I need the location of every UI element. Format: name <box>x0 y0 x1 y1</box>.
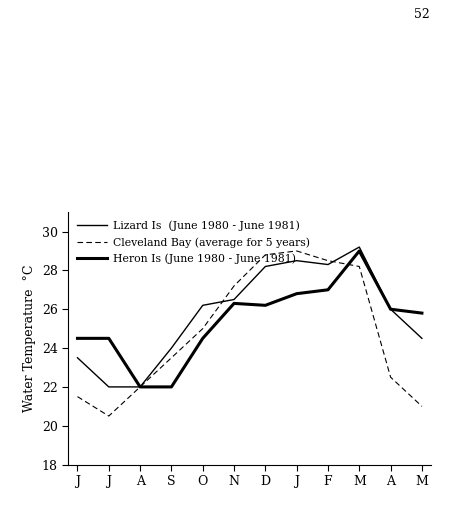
Lizard Is  (June 1980 - June 1981) <box>419 335 424 341</box>
Heron Is (June 1980 - June 1981) <box>138 384 143 390</box>
Y-axis label: Water Temperature  °C: Water Temperature °C <box>23 265 36 412</box>
Heron Is (June 1980 - June 1981) <box>325 287 331 293</box>
Heron Is (June 1980 - June 1981) <box>294 291 299 297</box>
Heron Is (June 1980 - June 1981) <box>169 384 174 390</box>
Lizard Is  (June 1980 - June 1981) <box>325 262 331 268</box>
Lizard Is  (June 1980 - June 1981) <box>169 345 174 351</box>
Cleveland Bay (average for 5 years) <box>75 393 80 399</box>
Lizard Is  (June 1980 - June 1981) <box>356 244 362 250</box>
Lizard Is  (June 1980 - June 1981) <box>106 384 112 390</box>
Lizard Is  (June 1980 - June 1981) <box>200 302 206 309</box>
Cleveland Bay (average for 5 years) <box>169 355 174 361</box>
Line: Lizard Is  (June 1980 - June 1981): Lizard Is (June 1980 - June 1981) <box>78 247 422 387</box>
Heron Is (June 1980 - June 1981) <box>262 302 268 309</box>
Lizard Is  (June 1980 - June 1981) <box>138 384 143 390</box>
Cleveland Bay (average for 5 years) <box>388 374 393 380</box>
Lizard Is  (June 1980 - June 1981) <box>388 306 393 312</box>
Lizard Is  (June 1980 - June 1981) <box>75 355 80 361</box>
Heron Is (June 1980 - June 1981) <box>106 335 112 341</box>
Heron Is (June 1980 - June 1981) <box>232 300 237 307</box>
Legend: Lizard Is  (June 1980 - June 1981), Cleveland Bay (average for 5 years), Heron I: Lizard Is (June 1980 - June 1981), Cleve… <box>74 218 313 268</box>
Cleveland Bay (average for 5 years) <box>232 283 237 289</box>
Heron Is (June 1980 - June 1981) <box>419 310 424 316</box>
Cleveland Bay (average for 5 years) <box>325 258 331 264</box>
Cleveland Bay (average for 5 years) <box>200 326 206 332</box>
Cleveland Bay (average for 5 years) <box>262 252 268 258</box>
Lizard Is  (June 1980 - June 1981) <box>262 264 268 270</box>
Cleveland Bay (average for 5 years) <box>419 403 424 410</box>
Text: 52: 52 <box>415 8 430 21</box>
Cleveland Bay (average for 5 years) <box>294 248 299 254</box>
Line: Cleveland Bay (average for 5 years): Cleveland Bay (average for 5 years) <box>78 251 422 416</box>
Cleveland Bay (average for 5 years) <box>106 413 112 419</box>
Heron Is (June 1980 - June 1981) <box>388 306 393 312</box>
Heron Is (June 1980 - June 1981) <box>356 248 362 254</box>
Cleveland Bay (average for 5 years) <box>356 264 362 270</box>
Lizard Is  (June 1980 - June 1981) <box>232 296 237 302</box>
Lizard Is  (June 1980 - June 1981) <box>294 258 299 264</box>
Cleveland Bay (average for 5 years) <box>138 384 143 390</box>
Heron Is (June 1980 - June 1981) <box>200 335 206 341</box>
Heron Is (June 1980 - June 1981) <box>75 335 80 341</box>
Line: Heron Is (June 1980 - June 1981): Heron Is (June 1980 - June 1981) <box>78 251 422 387</box>
